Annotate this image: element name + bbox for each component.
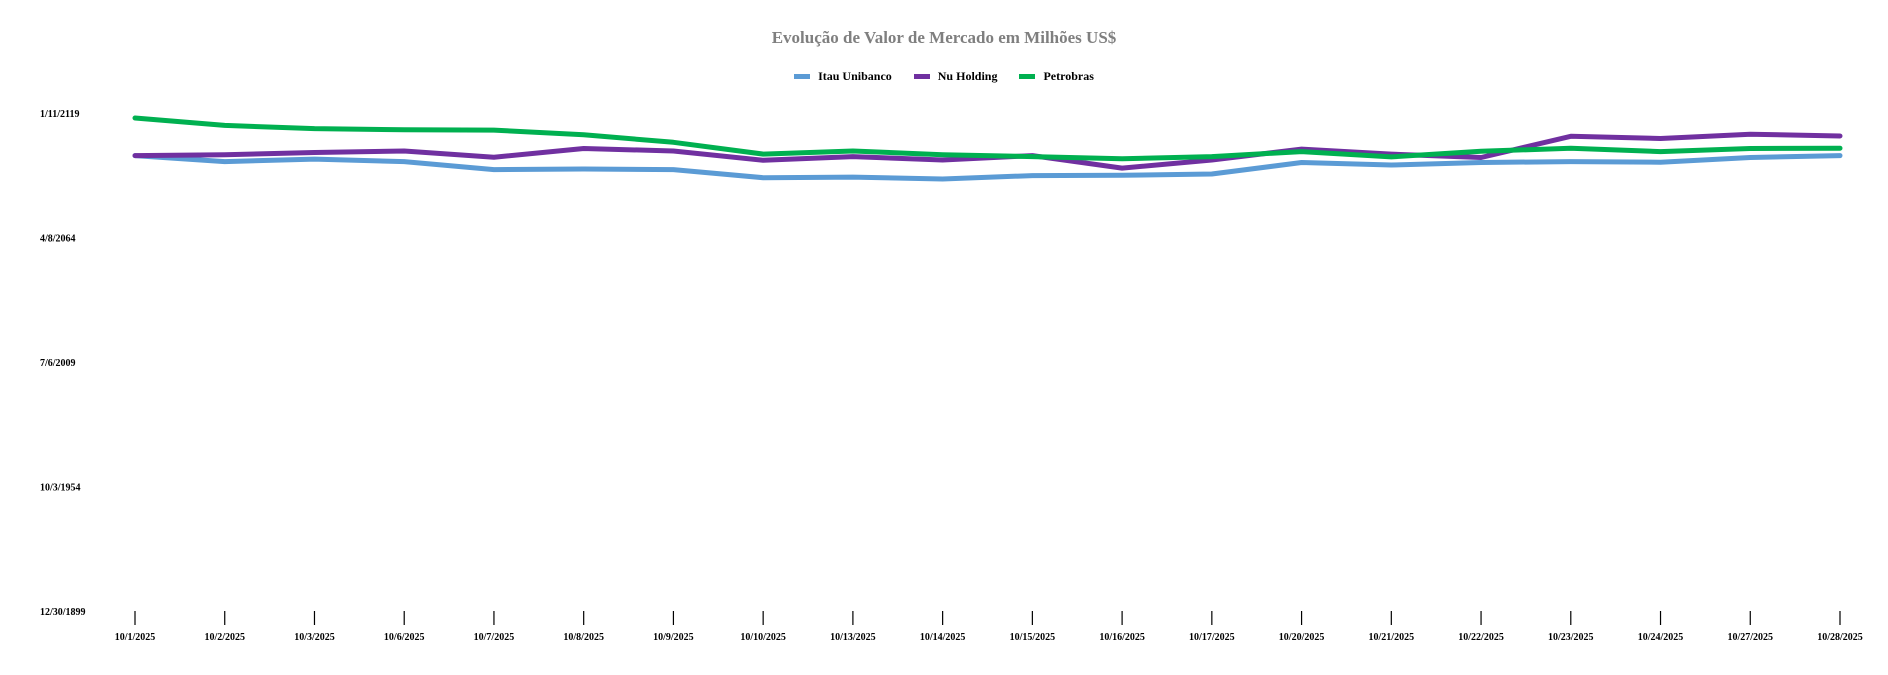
y-tick-label: 7/6/2009: [40, 358, 76, 369]
y-tick-label: 4/8/2064: [40, 234, 76, 245]
x-tick-label: 10/6/2025: [384, 632, 425, 643]
x-tick-label: 10/10/2025: [740, 632, 786, 643]
x-tick-label: 10/9/2025: [653, 632, 694, 643]
legend-label: Nu Holding: [937, 69, 998, 83]
x-tick-label: 10/24/2025: [1638, 632, 1684, 643]
y-tick-label: 12/30/1899: [40, 607, 86, 618]
legend-item: Itau Unibanco: [794, 69, 892, 84]
legend-swatch: [1019, 74, 1036, 79]
series-line-itau-unibanco: [132, 153, 1843, 182]
legend: Itau Unibanco Nu Holding Petrobras: [0, 69, 1888, 84]
legend-item: Nu Holding: [913, 69, 998, 84]
chart-title: Evolução de Valor de Mercado em Milhões …: [771, 28, 1117, 47]
x-tick-label: 10/17/2025: [1189, 632, 1235, 643]
y-tick-label: 10/3/1954: [40, 483, 81, 494]
x-tick-label: 10/16/2025: [1099, 632, 1145, 643]
x-tick-label: 10/21/2025: [1369, 632, 1415, 643]
x-tick-label: 10/3/2025: [294, 632, 335, 643]
legend-swatch: [794, 74, 811, 79]
x-tick-label: 10/8/2025: [563, 632, 604, 643]
series-line-petrobras: [132, 115, 1843, 162]
legend-label: Itau Unibanco: [818, 69, 892, 83]
x-tick-label: 10/7/2025: [474, 632, 515, 643]
x-tick-label: 10/27/2025: [1727, 632, 1773, 643]
x-tick-label: 10/22/2025: [1458, 632, 1504, 643]
x-tick-label: 10/13/2025: [830, 632, 876, 643]
x-tick-label: 10/23/2025: [1548, 632, 1594, 643]
x-tick-label: 10/15/2025: [1010, 632, 1056, 643]
legend-swatch: [913, 74, 930, 79]
x-tick-label: 10/2/2025: [204, 632, 245, 643]
x-tick-label: 10/20/2025: [1279, 632, 1325, 643]
legend-item: Petrobras: [1019, 69, 1094, 84]
legend-label: Petrobras: [1043, 69, 1094, 83]
x-tick-label: 10/14/2025: [920, 632, 966, 643]
y-tick-label: 1/11/2119: [40, 109, 79, 120]
x-tick-label: 10/28/2025: [1817, 632, 1863, 643]
x-tick-label: 10/1/2025: [115, 632, 156, 643]
